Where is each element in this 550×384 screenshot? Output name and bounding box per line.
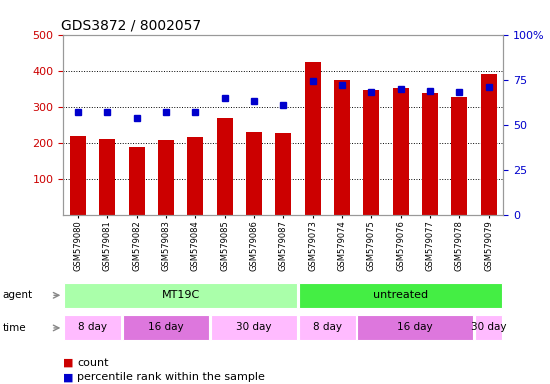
Text: ■: ■ <box>63 372 77 382</box>
Bar <box>99 139 116 215</box>
Bar <box>158 140 174 215</box>
Text: percentile rank within the sample: percentile rank within the sample <box>77 372 265 382</box>
Text: ■: ■ <box>63 358 77 368</box>
Bar <box>129 147 145 215</box>
Text: GDS3872 / 8002057: GDS3872 / 8002057 <box>61 18 201 32</box>
Bar <box>246 132 262 215</box>
Bar <box>64 316 121 340</box>
Text: time: time <box>3 323 26 333</box>
Bar <box>451 97 468 215</box>
Bar <box>363 90 379 215</box>
Text: 16 day: 16 day <box>148 323 184 333</box>
Bar <box>481 74 497 215</box>
Bar <box>334 80 350 215</box>
Text: agent: agent <box>3 290 33 300</box>
Bar <box>299 283 502 308</box>
Bar <box>422 93 438 215</box>
Bar <box>211 316 297 340</box>
Text: 30 day: 30 day <box>236 323 272 333</box>
Bar <box>70 136 86 215</box>
Text: 8 day: 8 day <box>78 323 107 333</box>
Text: 8 day: 8 day <box>313 323 342 333</box>
Bar <box>393 88 409 215</box>
Bar <box>299 316 356 340</box>
Bar <box>275 133 292 215</box>
Bar <box>358 316 473 340</box>
Text: 30 day: 30 day <box>471 323 507 333</box>
Bar <box>187 137 204 215</box>
Bar <box>64 283 297 308</box>
Bar <box>217 118 233 215</box>
Text: MT19C: MT19C <box>162 290 200 300</box>
Bar <box>475 316 502 340</box>
Text: untreated: untreated <box>373 290 428 300</box>
Text: count: count <box>77 358 108 368</box>
Bar <box>305 62 321 215</box>
Text: 16 day: 16 day <box>398 323 433 333</box>
Bar <box>123 316 209 340</box>
